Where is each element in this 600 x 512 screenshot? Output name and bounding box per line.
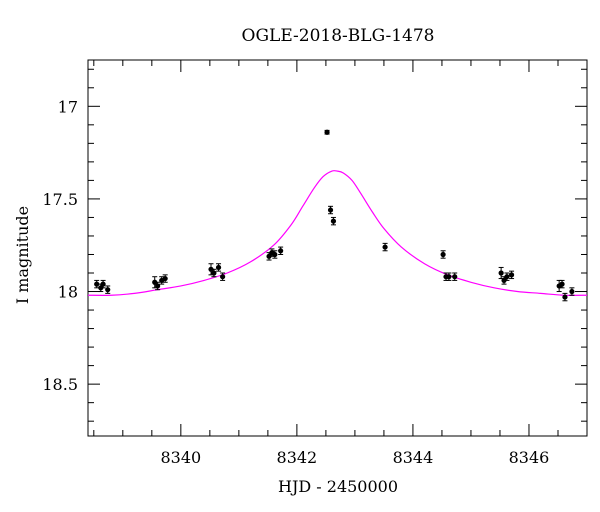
data-point: [504, 272, 510, 281]
data-point: [440, 250, 446, 259]
data-marker: [330, 218, 337, 224]
data-marker: [498, 270, 504, 276]
data-point: [559, 279, 565, 289]
data-point: [162, 274, 168, 283]
tick-labels: 8340 8342 8344 8346 17 17.5 18 18.5: [42, 97, 549, 467]
data-marker: [440, 251, 446, 258]
plot-frame: [87, 59, 588, 437]
data-marker: [452, 274, 458, 280]
data-points-layer: [94, 129, 575, 302]
data-marker: [220, 274, 226, 280]
data-marker: [100, 281, 106, 287]
data-point: [327, 205, 334, 215]
data-point: [324, 129, 330, 135]
data-marker: [559, 281, 565, 287]
data-point: [498, 266, 504, 280]
data-point: [211, 268, 217, 278]
data-marker: [152, 279, 158, 285]
model-curve: [87, 170, 588, 296]
data-point: [105, 285, 111, 294]
x-axis-label: HJD - 2450000: [278, 477, 398, 496]
data-marker: [208, 266, 214, 272]
data-marker: [278, 248, 284, 254]
data-marker: [105, 287, 111, 293]
data-marker: [501, 277, 507, 284]
data-marker: [215, 264, 222, 271]
y-tick-label: 18: [58, 283, 78, 302]
data-point: [382, 242, 388, 252]
data-point: [446, 272, 452, 281]
data-marker: [155, 283, 161, 289]
chart-title: OGLE-2018-BLG-1478: [242, 26, 435, 46]
data-point: [562, 292, 568, 302]
data-marker: [508, 272, 515, 278]
data-point: [94, 279, 100, 289]
data-point: [452, 272, 458, 281]
x-tick-label: 8342: [277, 448, 318, 467]
data-point: [215, 263, 222, 272]
model-curve-layer: [87, 170, 588, 296]
x-tick-label: 8340: [160, 448, 201, 467]
data-marker: [446, 274, 452, 280]
data-marker: [327, 207, 334, 213]
axis-ticks: [88, 60, 588, 436]
data-marker: [562, 294, 568, 300]
data-point: [569, 287, 575, 296]
data-marker: [569, 288, 575, 295]
data-point: [155, 281, 161, 291]
y-tick-label: 17: [58, 97, 78, 116]
y-tick-label: 17.5: [42, 190, 78, 209]
data-point: [330, 216, 337, 226]
data-point: [208, 263, 214, 276]
x-tick-label: 8346: [509, 448, 550, 467]
data-marker: [504, 274, 510, 280]
data-point: [152, 276, 158, 289]
data-point: [100, 279, 106, 289]
x-tick-label: 8344: [393, 448, 434, 467]
y-axis-label: I magnitude: [13, 206, 32, 304]
data-point: [220, 272, 226, 281]
data-marker: [94, 281, 100, 287]
data-marker: [211, 270, 217, 276]
data-marker: [266, 253, 272, 259]
data-marker: [162, 275, 168, 282]
data-marker: [382, 244, 388, 250]
data-marker: [272, 251, 278, 258]
data-point: [278, 246, 284, 255]
y-tick-label: 18.5: [42, 375, 78, 394]
data-point: [272, 250, 278, 259]
data-point: [508, 270, 515, 280]
data-marker: [324, 129, 330, 135]
